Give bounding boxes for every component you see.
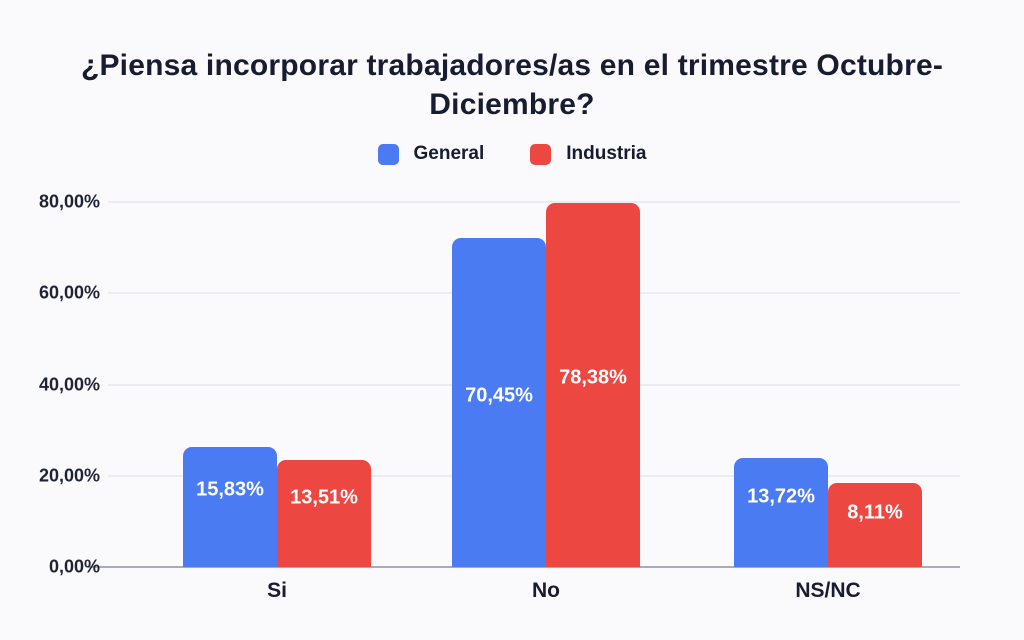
bar-value-label-general-no: 70,45% [465, 384, 533, 407]
plot-area: 0,00% 20,00% 40,00% 60,00% 80,00% 15,83% 70,45… [0, 192, 960, 577]
legend-label-industria: Industria [566, 143, 647, 164]
y-tick-label-60: 60,00% [38, 282, 100, 303]
y-tick-label-0: 0,00% [48, 556, 100, 577]
bar-value-label-industria-si: 13,51% [290, 486, 358, 509]
legend-swatch-general-icon [377, 143, 399, 165]
x-category-label-no: No [532, 579, 560, 602]
bar-general-ns-nc[interactable]: 13,72% [734, 457, 828, 567]
legend-item-industria[interactable]: Industria [530, 143, 647, 165]
chart-title: ¿Piensa incorporar trabajadores/as en el… [80, 49, 944, 121]
bar-value-label-industria-no: 78,38% [559, 366, 627, 389]
bar-industria-ns-nc[interactable]: 8,11% [828, 483, 922, 567]
y-tick-label-80: 80,00% [38, 191, 100, 212]
bar-value-label-general-ns-nc: 13,72% [747, 485, 815, 508]
bar-industria-no[interactable]: 78,38% [546, 202, 640, 567]
gridline-80 [108, 201, 960, 203]
bar-value-label-general-si: 15,83% [196, 478, 264, 501]
bar-general-si[interactable]: 15,83% [183, 447, 277, 567]
legend-swatch-industria-icon [530, 143, 552, 165]
bar-general-no[interactable]: 70,45% [452, 238, 546, 567]
legend-label-general: General [413, 143, 485, 164]
x-axis-baseline [88, 566, 960, 568]
chart-legend: General Industria [0, 143, 1024, 165]
y-tick-label-20: 20,00% [38, 465, 100, 486]
x-category-label-ns-nc: NS/NC [795, 579, 861, 602]
y-tick-label-40: 40,00% [38, 374, 100, 394]
bar-value-label-industria-ns-nc: 8,11% [847, 501, 903, 524]
bar-industria-si[interactable]: 13,51% [277, 459, 371, 567]
legend-item-general[interactable]: General [377, 143, 485, 165]
x-category-label-si: Si [267, 579, 287, 602]
